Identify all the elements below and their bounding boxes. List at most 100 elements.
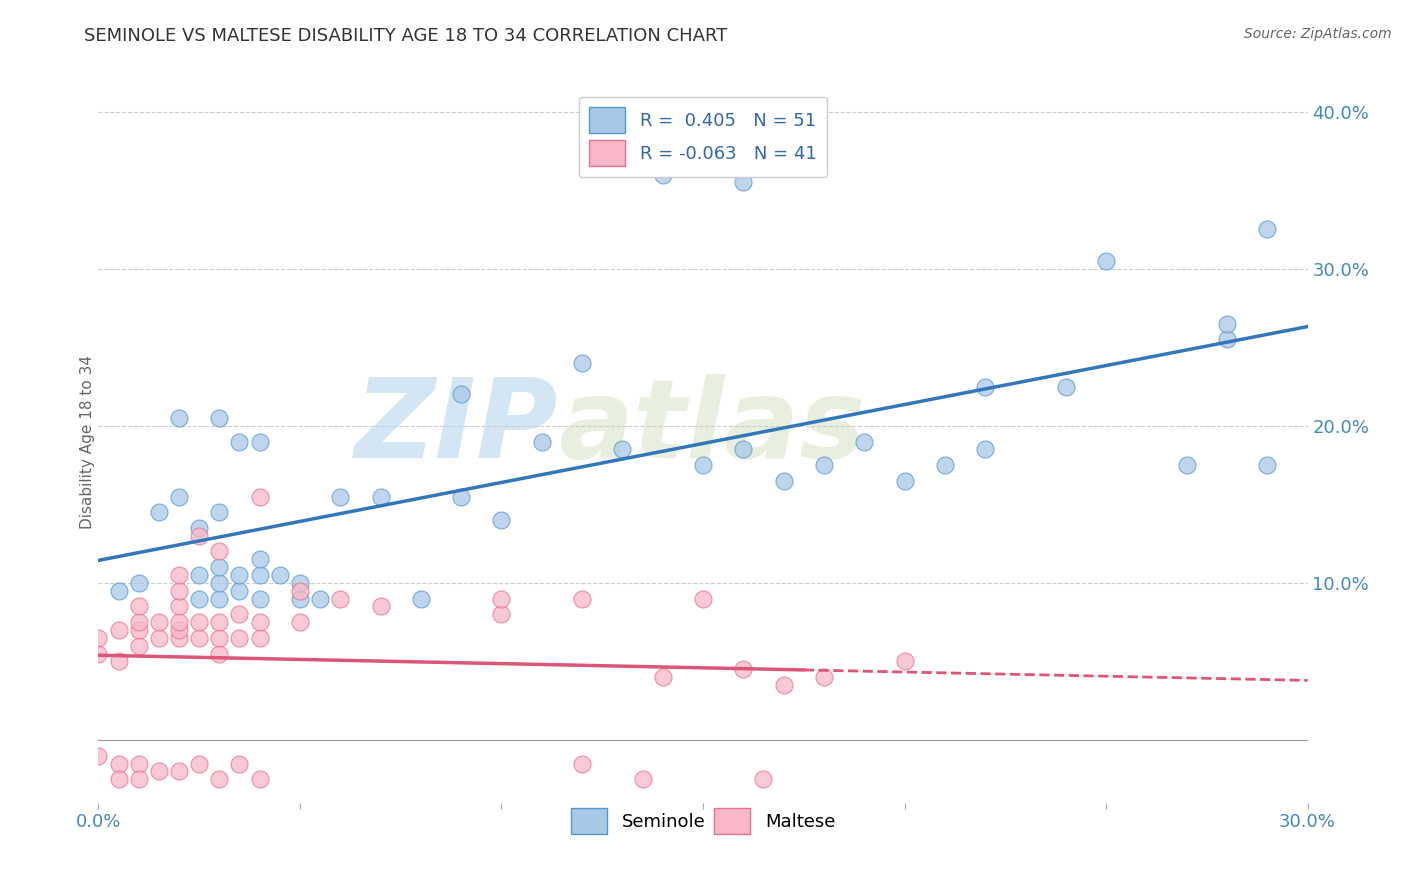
Point	[651, 670, 673, 684]
Point	[148, 505, 170, 519]
Text: atlas: atlas	[558, 374, 865, 481]
Point	[167, 599, 190, 614]
Point	[370, 490, 392, 504]
Point	[288, 615, 311, 630]
Point	[208, 575, 231, 590]
Point	[1256, 458, 1278, 472]
Point	[107, 756, 129, 771]
Point	[107, 772, 129, 787]
Point	[148, 631, 170, 645]
Point	[228, 568, 250, 582]
Point	[1256, 222, 1278, 236]
Point	[208, 772, 231, 787]
Point	[1175, 458, 1198, 472]
Point	[249, 591, 271, 606]
Point	[208, 560, 231, 574]
Text: Source: ZipAtlas.com: Source: ZipAtlas.com	[1244, 27, 1392, 41]
Point	[128, 623, 150, 637]
Point	[228, 434, 250, 449]
Point	[893, 655, 915, 669]
Point	[450, 387, 472, 401]
Point	[128, 615, 150, 630]
Point	[228, 583, 250, 598]
Point	[269, 568, 291, 582]
Point	[893, 474, 915, 488]
Point	[107, 655, 129, 669]
Point	[228, 756, 250, 771]
Point	[974, 442, 997, 457]
Point	[733, 442, 755, 457]
Point	[1216, 317, 1239, 331]
Point	[107, 623, 129, 637]
Point	[208, 647, 231, 661]
Point	[288, 583, 311, 598]
Text: ZIP: ZIP	[354, 374, 558, 481]
Point	[491, 513, 513, 527]
Point	[329, 490, 352, 504]
Point	[249, 631, 271, 645]
Point	[188, 631, 211, 645]
Point	[692, 458, 714, 472]
Point	[167, 615, 190, 630]
Point	[813, 458, 835, 472]
Point	[733, 662, 755, 676]
Point	[813, 670, 835, 684]
Point	[631, 772, 654, 787]
Point	[249, 552, 271, 566]
Point	[249, 490, 271, 504]
Point	[208, 505, 231, 519]
Point	[87, 748, 110, 763]
Point	[249, 772, 271, 787]
Point	[651, 168, 673, 182]
Point	[1054, 379, 1077, 393]
Point	[167, 764, 190, 779]
Legend: Seminole, Maltese: Seminole, Maltese	[560, 797, 846, 845]
Text: SEMINOLE VS MALTESE DISABILITY AGE 18 TO 34 CORRELATION CHART: SEMINOLE VS MALTESE DISABILITY AGE 18 TO…	[84, 27, 728, 45]
Y-axis label: Disability Age 18 to 34: Disability Age 18 to 34	[80, 354, 94, 529]
Point	[148, 764, 170, 779]
Point	[249, 568, 271, 582]
Point	[491, 607, 513, 622]
Point	[249, 615, 271, 630]
Point	[208, 615, 231, 630]
Point	[612, 442, 634, 457]
Point	[288, 575, 311, 590]
Point	[309, 591, 332, 606]
Point	[530, 434, 553, 449]
Point	[188, 591, 211, 606]
Point	[128, 639, 150, 653]
Point	[692, 591, 714, 606]
Point	[128, 599, 150, 614]
Point	[370, 599, 392, 614]
Point	[208, 631, 231, 645]
Point	[571, 756, 593, 771]
Point	[853, 434, 876, 449]
Point	[208, 591, 231, 606]
Point	[167, 411, 190, 425]
Point	[167, 583, 190, 598]
Point	[1216, 333, 1239, 347]
Point	[167, 568, 190, 582]
Point	[329, 591, 352, 606]
Point	[208, 544, 231, 558]
Point	[107, 583, 129, 598]
Point	[491, 591, 513, 606]
Point	[752, 772, 775, 787]
Point	[188, 521, 211, 535]
Point	[571, 591, 593, 606]
Point	[249, 434, 271, 449]
Point	[974, 379, 997, 393]
Point	[409, 591, 432, 606]
Point	[450, 490, 472, 504]
Point	[128, 756, 150, 771]
Point	[128, 575, 150, 590]
Point	[733, 175, 755, 189]
Point	[288, 591, 311, 606]
Point	[772, 678, 794, 692]
Point	[87, 631, 110, 645]
Point	[148, 615, 170, 630]
Point	[188, 529, 211, 543]
Point	[208, 411, 231, 425]
Point	[228, 631, 250, 645]
Point	[772, 474, 794, 488]
